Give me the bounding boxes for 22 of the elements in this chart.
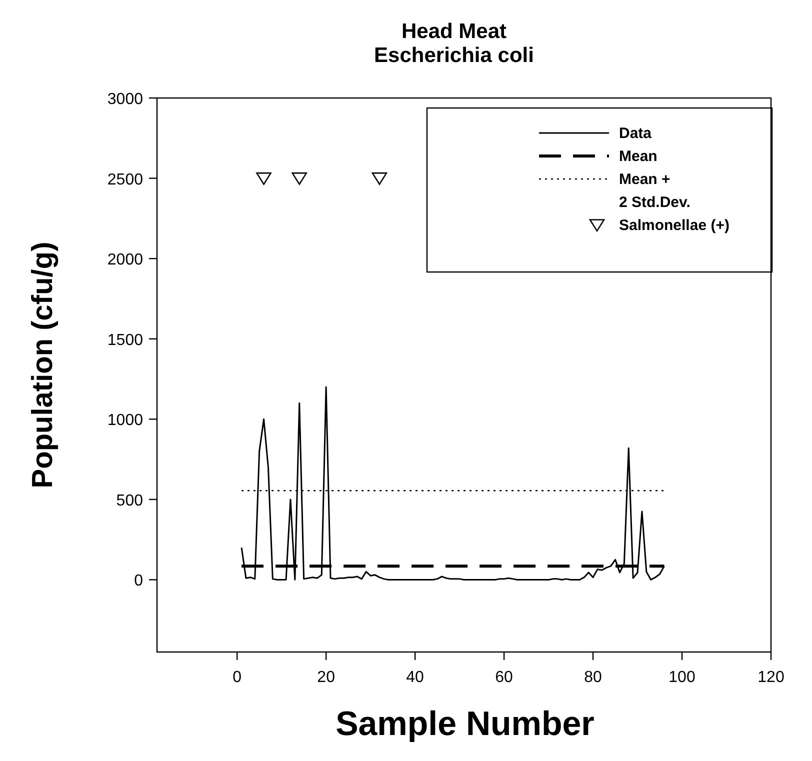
legend-label: Mean + 2 Std.Dev. [619,171,690,211]
y-tick-label: 2000 [107,252,144,269]
y-tick-label: 1500 [107,332,144,349]
x-tick-label: 40 [406,669,424,686]
legend-label: Data [619,125,652,142]
legend-label: Mean [619,148,658,165]
chart-subtitle: Escherichia coli [374,44,534,67]
y-tick-label: 1000 [107,412,144,430]
x-tick-label: 120 [758,669,784,686]
y-tick-label: 3000 [107,91,144,108]
x-tick-label: 20 [317,669,336,686]
x-tick-label: 100 [668,669,696,686]
y-tick-label: 2500 [107,171,144,188]
x-tick-label: 80 [584,669,602,686]
y-tick-label: 500 [116,492,144,510]
y-tick-label: 0 [134,572,144,590]
x-axis-title: Sample Number [336,705,594,743]
chart-title: Head Meat [401,20,507,43]
legend-label: Salmonellae (+) [619,217,730,234]
y-axis-title: Population (cfu/g) [27,242,59,488]
x-tick-label: 0 [232,669,242,686]
x-tick-label: 60 [495,669,514,686]
